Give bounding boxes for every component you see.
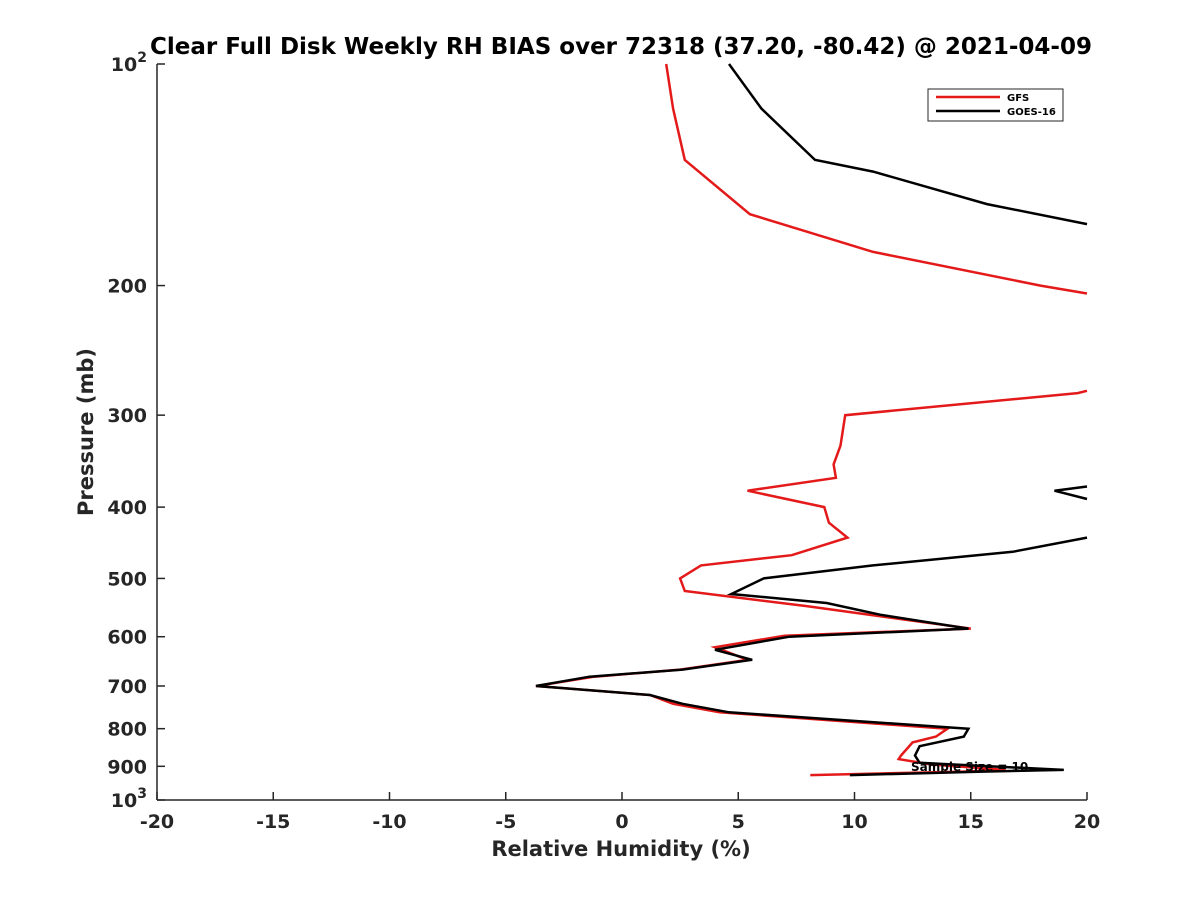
y-tick-label: 600 xyxy=(107,627,147,649)
legend: GFS GOES-16 xyxy=(927,88,1064,122)
chart-title: Clear Full Disk Weekly RH BIAS over 7231… xyxy=(150,34,1092,60)
sample-size-annotation: Sample Size = 10 xyxy=(911,760,1028,774)
x-tick-label: 5 xyxy=(732,811,745,833)
y-axis-label: Pressure (mb) xyxy=(74,348,98,516)
legend-box xyxy=(927,88,1064,122)
series-lines xyxy=(535,63,1088,777)
x-tick-label: 10 xyxy=(841,811,867,833)
y-tick-label: 500 xyxy=(107,568,147,590)
y-tick-label: 900 xyxy=(107,756,147,778)
legend-label-goes-16: GOES-16 xyxy=(1007,107,1056,118)
x-tick-label: -10 xyxy=(372,811,406,833)
x-tick-label: 20 xyxy=(1074,811,1100,833)
y-tick-label: 103 xyxy=(111,786,147,812)
x-tick-label: 0 xyxy=(615,811,628,833)
y-tick-label: 700 xyxy=(107,676,147,698)
y-tick-label: 102 xyxy=(111,50,147,76)
gfs-line xyxy=(664,63,1088,295)
x-axis-label: Relative Humidity (%) xyxy=(491,837,750,861)
plot-area xyxy=(156,64,1087,801)
y-tick-label: 400 xyxy=(107,497,147,519)
legend-label-gfs: GFS xyxy=(1007,93,1029,104)
gfs-line xyxy=(535,389,1088,777)
x-tick-label: -15 xyxy=(256,811,290,833)
y-tick-label: 200 xyxy=(107,276,147,298)
y-tick-label: 300 xyxy=(107,405,147,427)
goes-16-line xyxy=(535,536,1088,777)
x-axis-ticks: -20 -15 -10 -5 0 5 10 15 20 xyxy=(140,792,1100,833)
y-axis-ticks: 102 200 300 400 500 600 700 800 900 103 xyxy=(107,50,165,812)
goes-16-line xyxy=(727,63,1088,226)
x-tick-label: -5 xyxy=(495,811,516,833)
x-tick-label: -20 xyxy=(140,811,174,833)
x-tick-label: 15 xyxy=(958,811,984,833)
goes-16-line xyxy=(1054,485,1088,501)
y-tick-label: 800 xyxy=(107,719,147,741)
